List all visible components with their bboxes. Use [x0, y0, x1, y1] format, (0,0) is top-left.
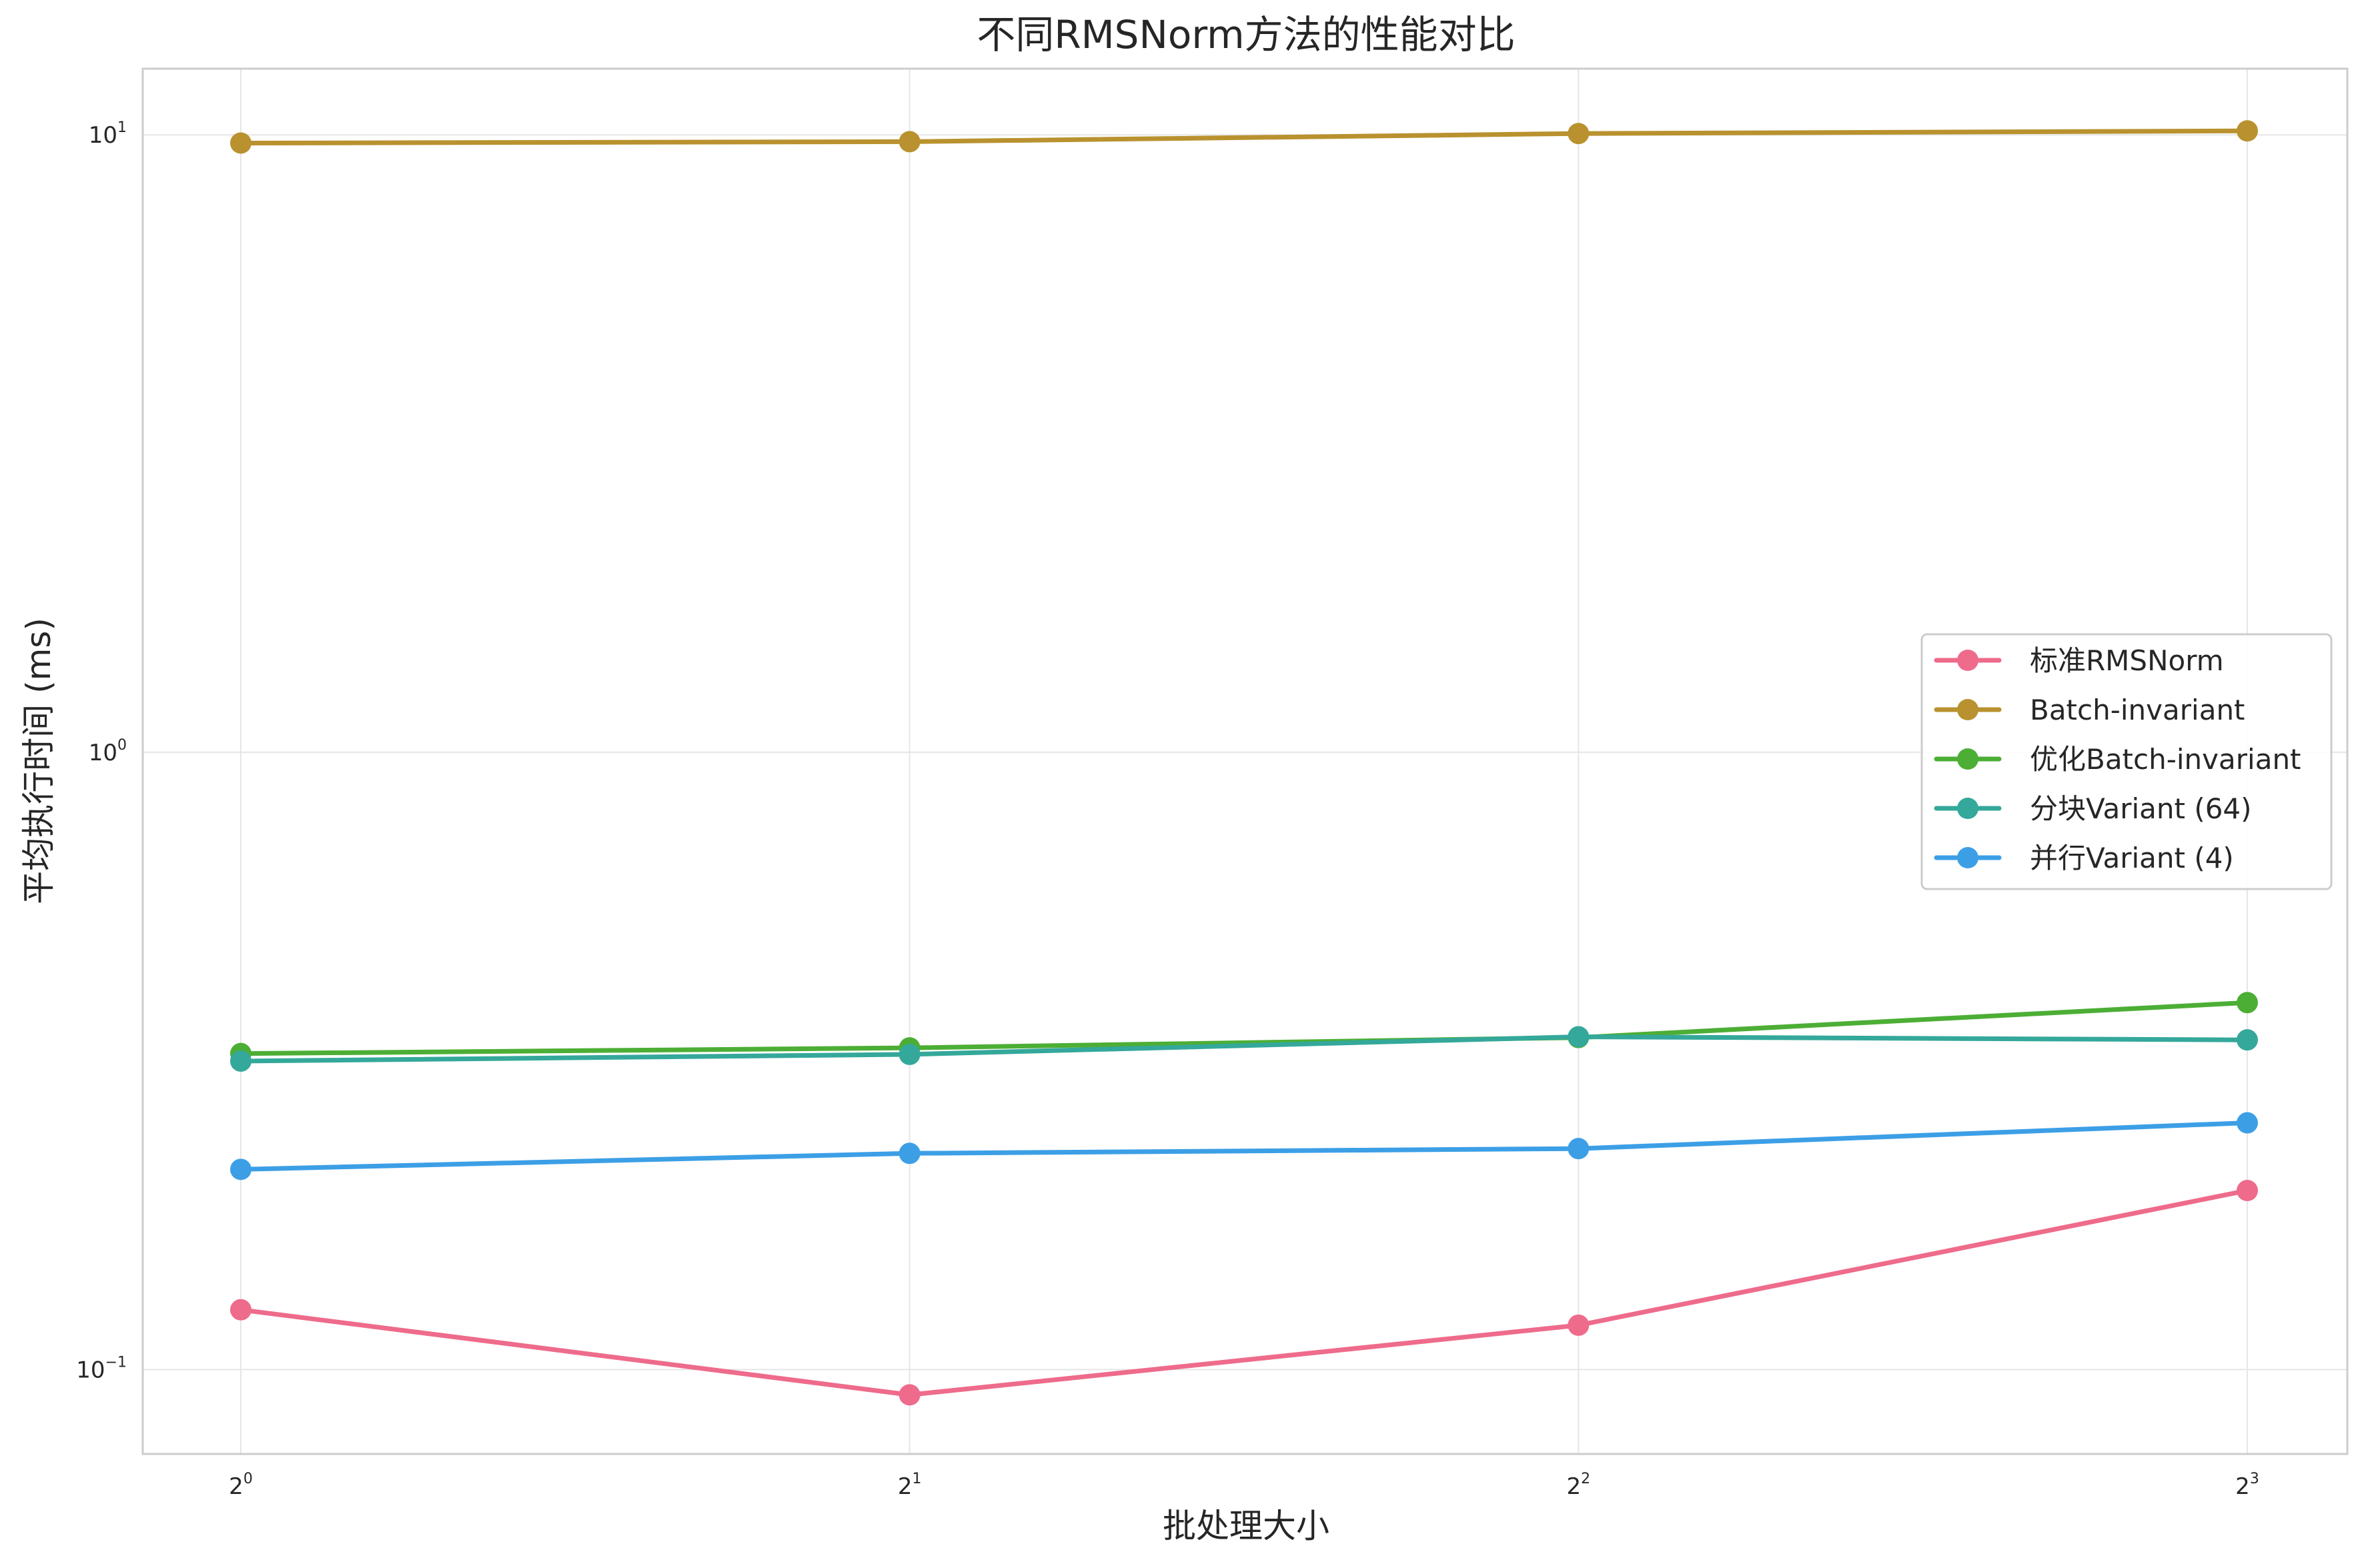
- legend-label: 标准RMSNorm: [2030, 644, 2224, 677]
- legend-label: 分块Variant (64): [2030, 792, 2252, 825]
- series-layer: [230, 120, 2258, 1406]
- series: [230, 1112, 2258, 1181]
- series: [230, 1026, 2258, 1072]
- data-point: [899, 1142, 921, 1164]
- series-line: [238, 1000, 2250, 1056]
- data-point: [2237, 1180, 2258, 1202]
- legend-swatch-marker: [1957, 847, 1978, 868]
- data-point: [899, 1043, 921, 1065]
- x-tick-label: 23: [2235, 1471, 2259, 1500]
- legend-label: 并行Variant (4): [2030, 842, 2234, 874]
- x-tick-label: 21: [898, 1471, 922, 1500]
- x-axis-label: 批处理大小: [1163, 1507, 1329, 1545]
- x-tick-label: 20: [229, 1471, 253, 1500]
- legend-frame: [1920, 633, 2333, 890]
- data-point: [230, 1299, 251, 1321]
- y-tick-label: 101: [89, 119, 127, 149]
- data-point: [899, 1384, 921, 1406]
- tick-labels: 20 21 22 23 10−1 100 101: [76, 119, 2259, 1500]
- chart-title: 不同RMSNorm方法的性能对比: [977, 12, 1515, 57]
- data-point: [1568, 1314, 1590, 1336]
- data-point: [230, 132, 251, 154]
- data-point: [899, 131, 921, 153]
- x-tick-label: 22: [1567, 1471, 1591, 1500]
- legend-item: 分块Variant (64): [1934, 792, 2252, 825]
- series-line: [238, 1188, 2250, 1397]
- legend-label: Batch-invariant: [2030, 694, 2245, 726]
- data-point: [1568, 1138, 1590, 1160]
- series-line: [238, 128, 2250, 145]
- series: [230, 120, 2258, 154]
- data-point: [2237, 1112, 2258, 1134]
- y-axis-label: 平均执行时间 (ms): [19, 618, 58, 904]
- legend-item: Batch-invariant: [1934, 694, 2245, 726]
- legend-item: 优化Batch-invariant: [1934, 743, 2301, 776]
- legend-swatch-marker: [1957, 798, 1978, 819]
- legend-item: 并行Variant (4): [1934, 842, 2234, 874]
- legend-swatch-marker: [1957, 699, 1978, 720]
- data-point: [2237, 992, 2258, 1014]
- series-line: [238, 1120, 2250, 1172]
- legend-label: 优化Batch-invariant: [2030, 743, 2301, 776]
- series-line: [238, 1034, 2250, 1064]
- legend-item: 标准RMSNorm: [1934, 644, 2224, 677]
- plot-frame: [141, 67, 2349, 1455]
- data-point: [2237, 1029, 2258, 1051]
- legend-swatch-marker: [1957, 650, 1978, 671]
- y-tick-label: 10−1: [76, 1354, 127, 1383]
- data-point: [2237, 120, 2258, 142]
- data-point: [230, 1158, 251, 1181]
- data-point: [1568, 123, 1590, 145]
- data-point: [1568, 1026, 1590, 1048]
- series: [230, 1180, 2258, 1406]
- data-point: [230, 1050, 251, 1072]
- legend: 标准RMSNorm Batch-invariant 优化Batch-invarian…: [1920, 633, 2333, 890]
- y-tick-label: 100: [89, 737, 127, 766]
- legend-swatch-marker: [1957, 748, 1978, 770]
